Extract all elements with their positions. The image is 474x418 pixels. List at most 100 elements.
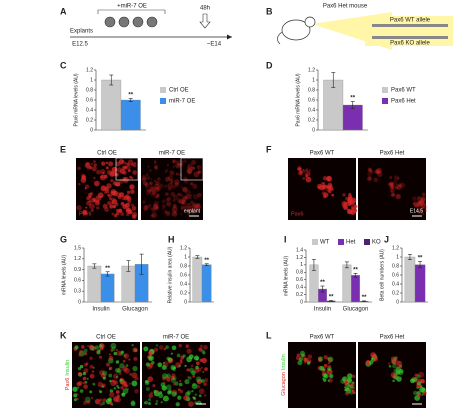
- cell: [367, 167, 373, 172]
- legend-label: Ctrl OE: [169, 88, 189, 94]
- cell: [131, 344, 134, 347]
- bar: [342, 264, 352, 303]
- y-tick-label: 0: [312, 127, 315, 133]
- cell: [109, 171, 115, 177]
- cell: [105, 161, 109, 165]
- cell: [417, 203, 421, 206]
- panel-label: F: [266, 144, 272, 154]
- y-tick-label: 0.2: [86, 117, 93, 123]
- cell: [101, 401, 105, 406]
- micrograph: [141, 158, 203, 220]
- error-bar: [195, 255, 200, 259]
- cell: [170, 375, 175, 380]
- cell: [152, 203, 159, 209]
- cell: [131, 163, 134, 167]
- inset: [115, 157, 139, 181]
- cell: [412, 202, 416, 206]
- cell: [145, 189, 152, 196]
- cell: [393, 180, 398, 185]
- cell: [131, 177, 134, 180]
- cell: [148, 350, 153, 356]
- cell: [89, 356, 93, 360]
- cell: [126, 190, 131, 194]
- cell: [395, 193, 402, 200]
- cell: [200, 379, 205, 383]
- cell: [132, 170, 137, 175]
- cell: [351, 201, 355, 204]
- cell: [392, 375, 396, 379]
- error-bar: [407, 254, 412, 261]
- cell: [175, 162, 181, 169]
- cell: [180, 186, 183, 189]
- cell: [92, 160, 96, 164]
- cell: [108, 355, 114, 361]
- cell: [116, 350, 122, 357]
- cell: [120, 211, 125, 216]
- cell: [99, 390, 103, 394]
- x-tick-label: Glucagon: [122, 307, 148, 313]
- cell: [100, 195, 103, 198]
- cell: [180, 207, 184, 211]
- y-tick-label: 0.8: [392, 263, 399, 269]
- cell: [393, 175, 399, 181]
- y-tick-label: 0.4: [392, 281, 399, 287]
- cell: [414, 373, 418, 377]
- cell: [111, 166, 118, 173]
- cell: [116, 208, 119, 212]
- cell: [171, 391, 177, 397]
- cell: [186, 168, 193, 175]
- cell: [389, 176, 393, 180]
- cell: [416, 374, 421, 379]
- cell: [367, 171, 372, 177]
- cell: [170, 352, 173, 355]
- cell: [197, 192, 202, 198]
- cell: [77, 367, 82, 371]
- cell: [115, 211, 120, 216]
- cell: [119, 168, 126, 175]
- panel-label: L: [266, 330, 272, 340]
- cell: [191, 389, 194, 393]
- stain-label: Pax6: [79, 211, 92, 217]
- cell: [182, 201, 185, 204]
- y-tick-label: 1.4: [296, 247, 303, 253]
- cell: [132, 366, 138, 372]
- legend-swatch: [160, 87, 166, 93]
- cell: [110, 190, 115, 196]
- y-tick-label: 1.5: [74, 245, 81, 251]
- cell: [421, 192, 426, 197]
- cell: [185, 344, 190, 348]
- cell: [396, 176, 400, 180]
- cell: [90, 397, 93, 400]
- cell: [126, 213, 130, 217]
- arrow-head: [227, 34, 232, 40]
- y-tick-label: 0.6: [392, 272, 399, 278]
- cell: [123, 354, 127, 358]
- cell: [149, 185, 155, 192]
- cell: [150, 192, 156, 197]
- cell: [148, 402, 151, 405]
- cell: [182, 196, 187, 202]
- cell: [120, 385, 125, 390]
- cell: [111, 346, 116, 351]
- cell: [150, 213, 155, 218]
- cell: [396, 376, 402, 382]
- cell: [420, 201, 425, 205]
- cell: [128, 358, 131, 361]
- cell: [148, 169, 152, 173]
- cell: [203, 382, 207, 386]
- cell: [97, 381, 103, 388]
- cell: [93, 176, 96, 180]
- cell: [298, 168, 302, 171]
- cell: [390, 186, 395, 190]
- cell: [190, 197, 193, 200]
- cell: [85, 362, 89, 365]
- significance: **: [105, 266, 110, 272]
- cell: [391, 187, 394, 190]
- significance: **: [204, 258, 209, 264]
- cell: [296, 353, 300, 357]
- cell: [327, 366, 332, 371]
- cell: [366, 176, 373, 182]
- cell: [354, 204, 358, 209]
- y-tick-label: 1.2: [180, 245, 187, 251]
- cell: [192, 194, 199, 200]
